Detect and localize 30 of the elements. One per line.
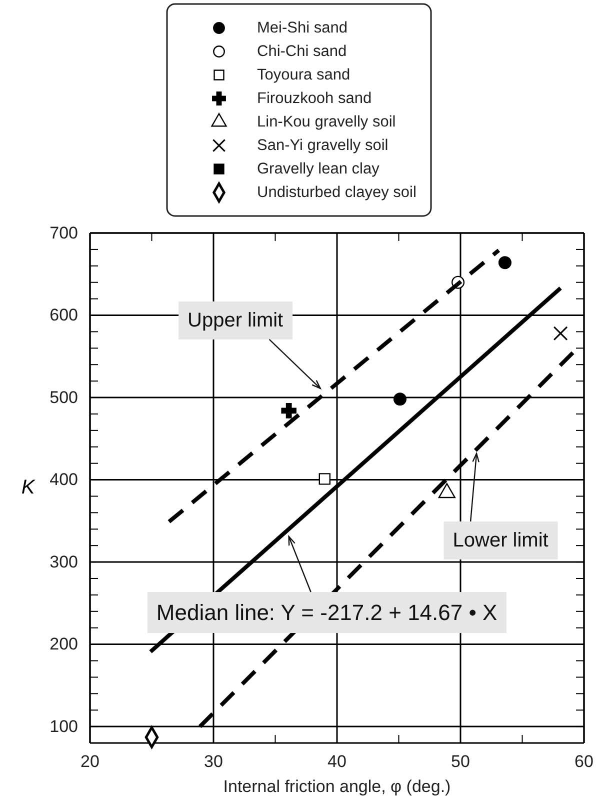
annotation: Lower limit (452, 529, 549, 552)
y-tick-label: 500 (50, 388, 78, 407)
point (393, 392, 406, 406)
y-tick-label: 400 (50, 470, 78, 490)
point (281, 403, 296, 418)
x-tick-label: 20 (80, 752, 100, 772)
legend-label: San-Yi gravelly soil (257, 137, 388, 154)
x-tick-label: 60 (574, 752, 594, 772)
y-tick-label: 300 (50, 552, 78, 572)
y-axis-title: K (21, 476, 36, 498)
legend-label: Mei-Shi sand (257, 20, 348, 36)
x-tick-label: 50 (451, 752, 470, 772)
point (318, 473, 330, 485)
annotation: Median line: Y = -217.2 + 14.67 • X (156, 600, 498, 626)
legend-label: Chi-Chi sand (257, 43, 347, 60)
point (498, 256, 512, 270)
x-tick-label: 30 (204, 752, 223, 772)
y-tick-label: 600 (50, 306, 78, 325)
legend-label: Toyoura sand (257, 66, 350, 84)
x-tick-label: 40 (328, 752, 346, 772)
annotation: Upper limit (188, 309, 284, 332)
point (553, 326, 568, 341)
legend-label: Lin-Kou gravelly soil (257, 114, 396, 130)
legend-label: Firouzkooh sand (257, 90, 372, 107)
legend-label: Undisturbed clayey soil (257, 184, 416, 201)
y-tick-label: 100 (50, 716, 78, 736)
x-axis-title: Internal friction angle, φ (deg.) (223, 777, 451, 796)
y-tick-label: 700 (50, 223, 78, 242)
legend-label: Gravelly lean clay (257, 160, 380, 178)
y-tick-label: 200 (50, 634, 78, 654)
